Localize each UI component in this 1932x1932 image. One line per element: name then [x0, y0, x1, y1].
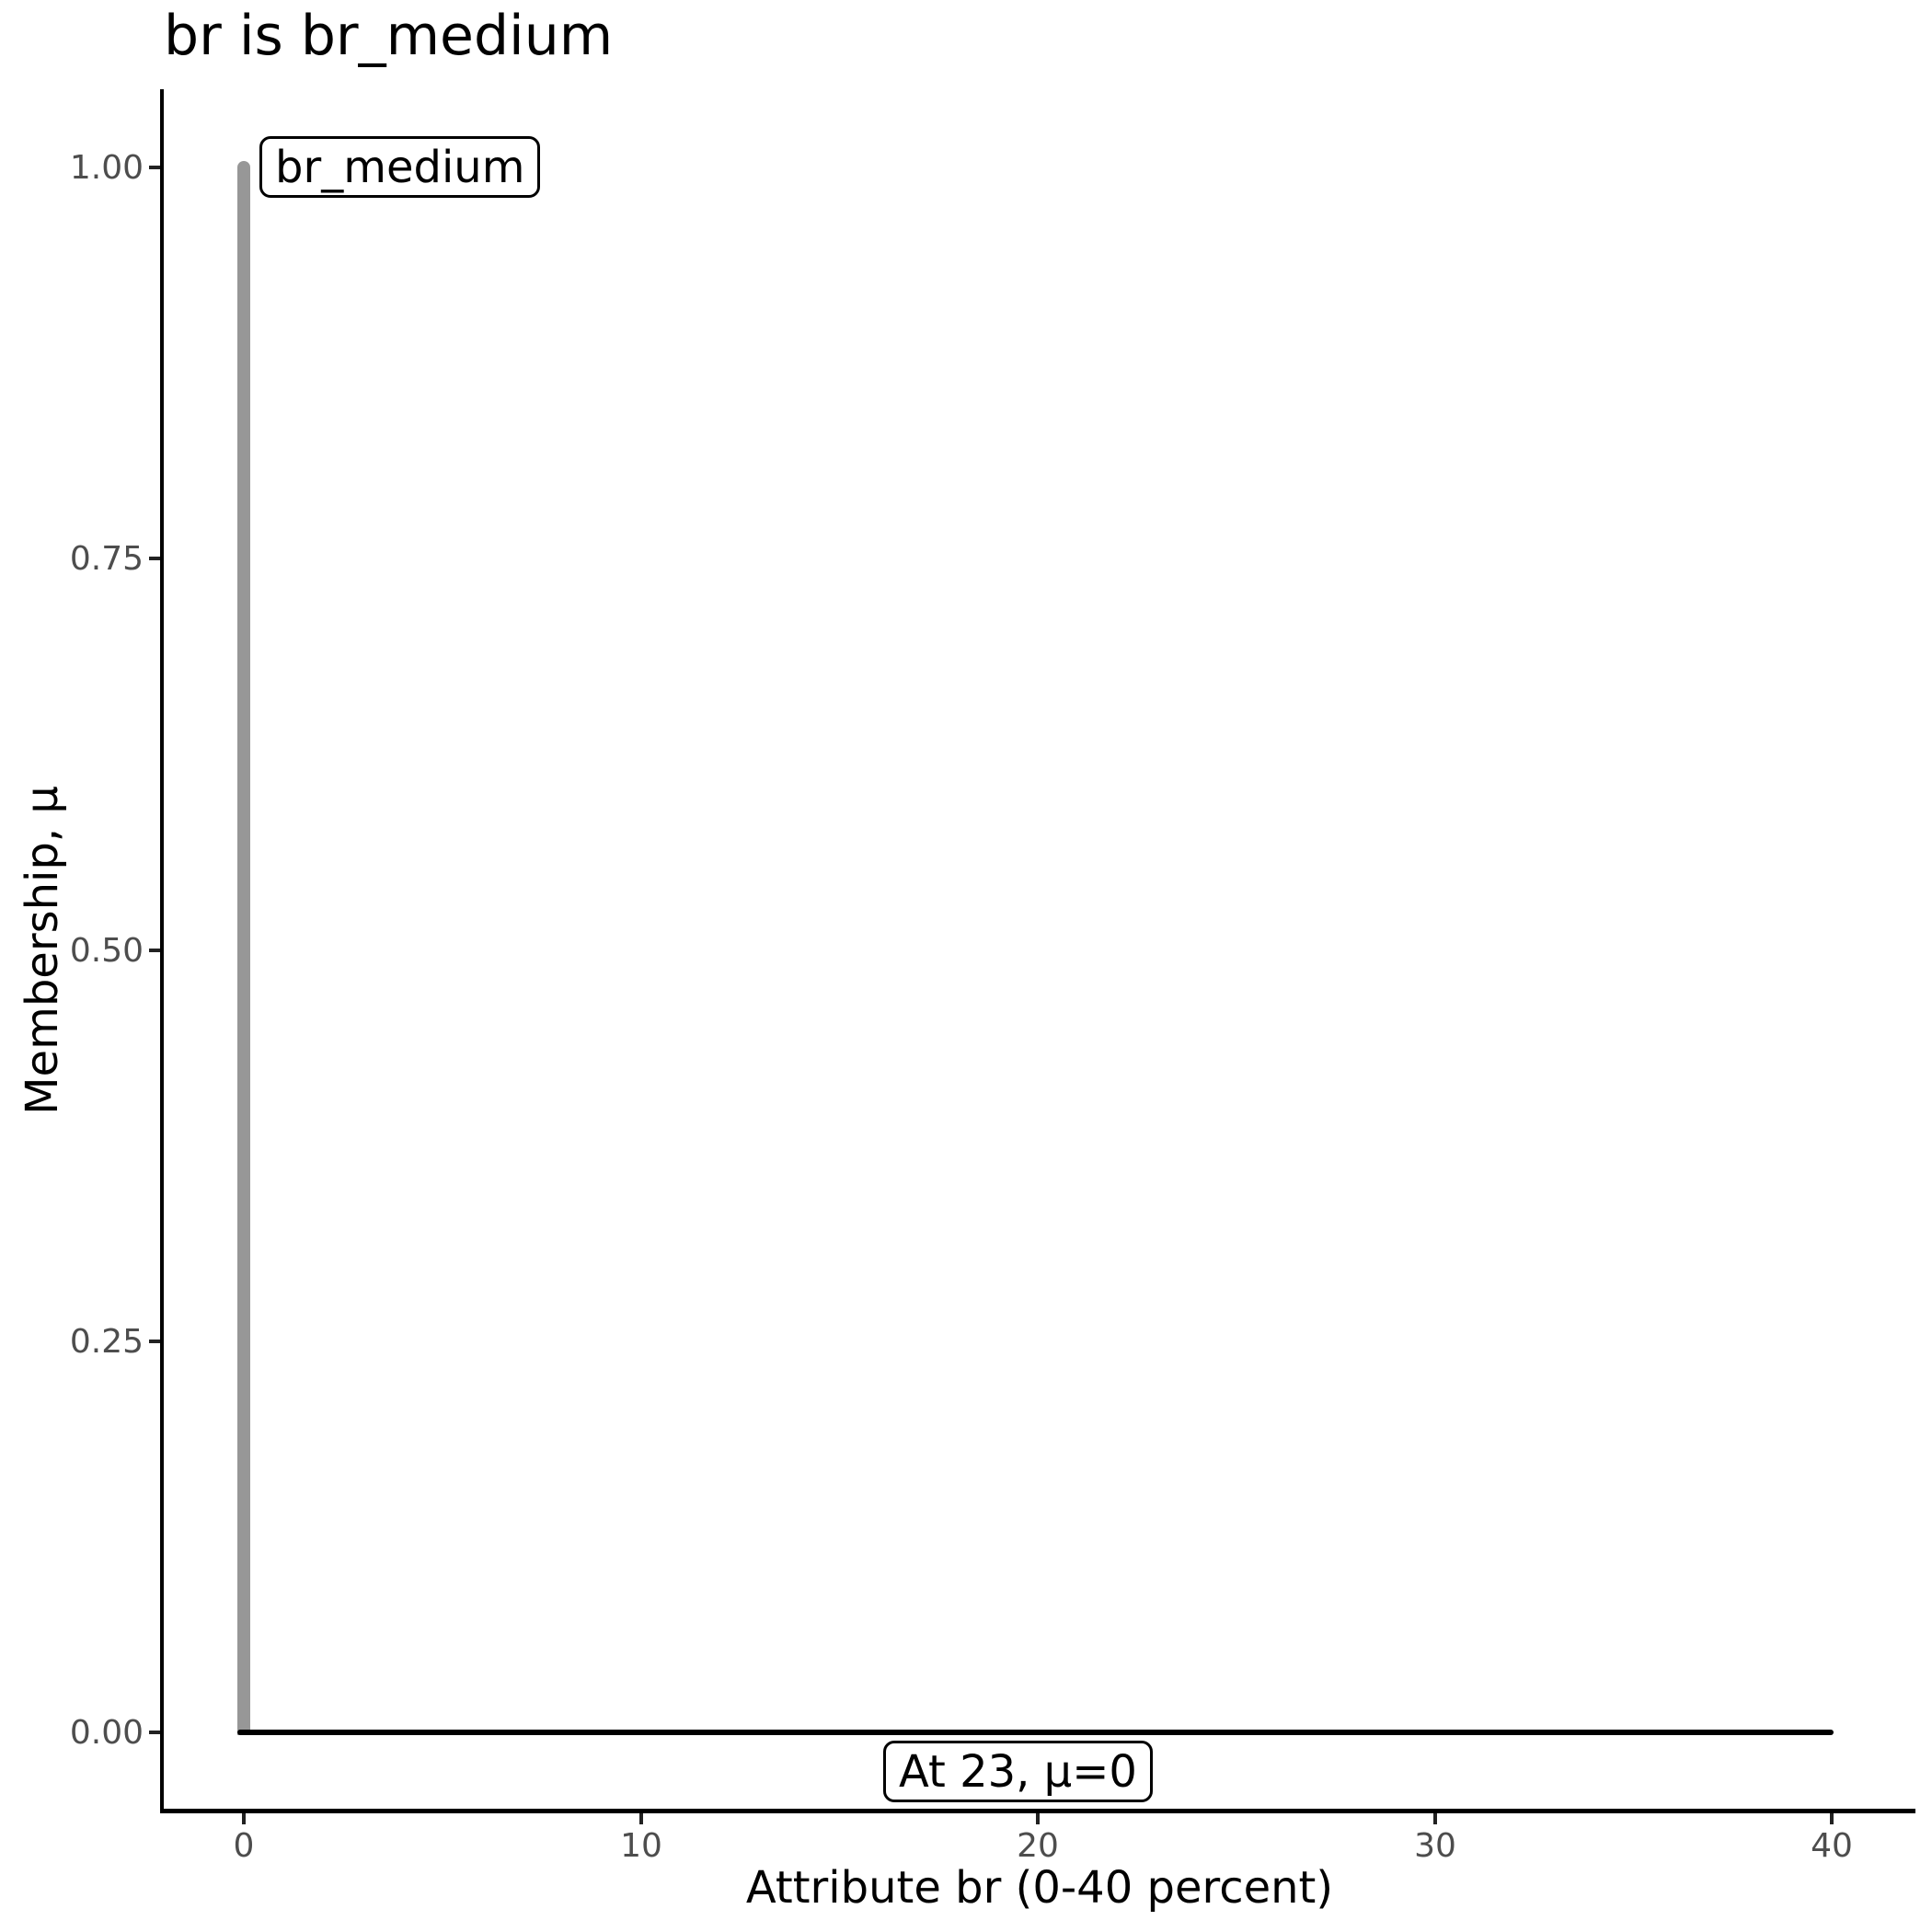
y-tick-label: 0.00	[69, 1713, 144, 1752]
chart-title: br is br_medium	[164, 4, 614, 68]
y-tick-0.25	[149, 1340, 160, 1343]
y-axis-title: Membership, μ	[17, 785, 69, 1115]
annotation-br-medium: br_medium	[259, 136, 541, 198]
x-tick-10	[639, 1813, 643, 1824]
y-tick-0.75	[149, 557, 160, 560]
y-axis-line	[160, 89, 164, 1812]
y-tick-label: 0.25	[69, 1322, 144, 1361]
x-tick-20	[1036, 1813, 1040, 1824]
x-tick-label: 40	[1811, 1827, 1853, 1865]
annotation-at-23: At 23, μ=0	[883, 1741, 1153, 1802]
x-tick-label: 20	[1017, 1827, 1059, 1865]
x-axis-title: Attribute br (0-40 percent)	[745, 1862, 1334, 1914]
x-tick-label: 0	[233, 1827, 255, 1865]
x-tick-0	[242, 1813, 246, 1824]
x-tick-label: 10	[620, 1827, 662, 1865]
y-tick-label: 0.50	[69, 931, 144, 970]
y-axis-title-wrap: Membership, μ	[13, 89, 72, 1811]
y-tick-0.00	[149, 1731, 160, 1734]
x-tick-30	[1433, 1813, 1437, 1824]
x-axis-line	[160, 1809, 1915, 1813]
x-tick-label: 30	[1414, 1827, 1456, 1865]
y-tick-label: 1.00	[69, 148, 144, 187]
y-tick-0.50	[149, 949, 160, 952]
x-tick-40	[1830, 1813, 1834, 1824]
zero-membership-line	[237, 1730, 1834, 1735]
y-tick-label: 0.75	[69, 539, 144, 578]
x-axis-title-wrap: Attribute br (0-40 percent)	[164, 1862, 1915, 1914]
y-tick-1.00	[149, 166, 160, 169]
membership-spike-line	[237, 161, 250, 1735]
